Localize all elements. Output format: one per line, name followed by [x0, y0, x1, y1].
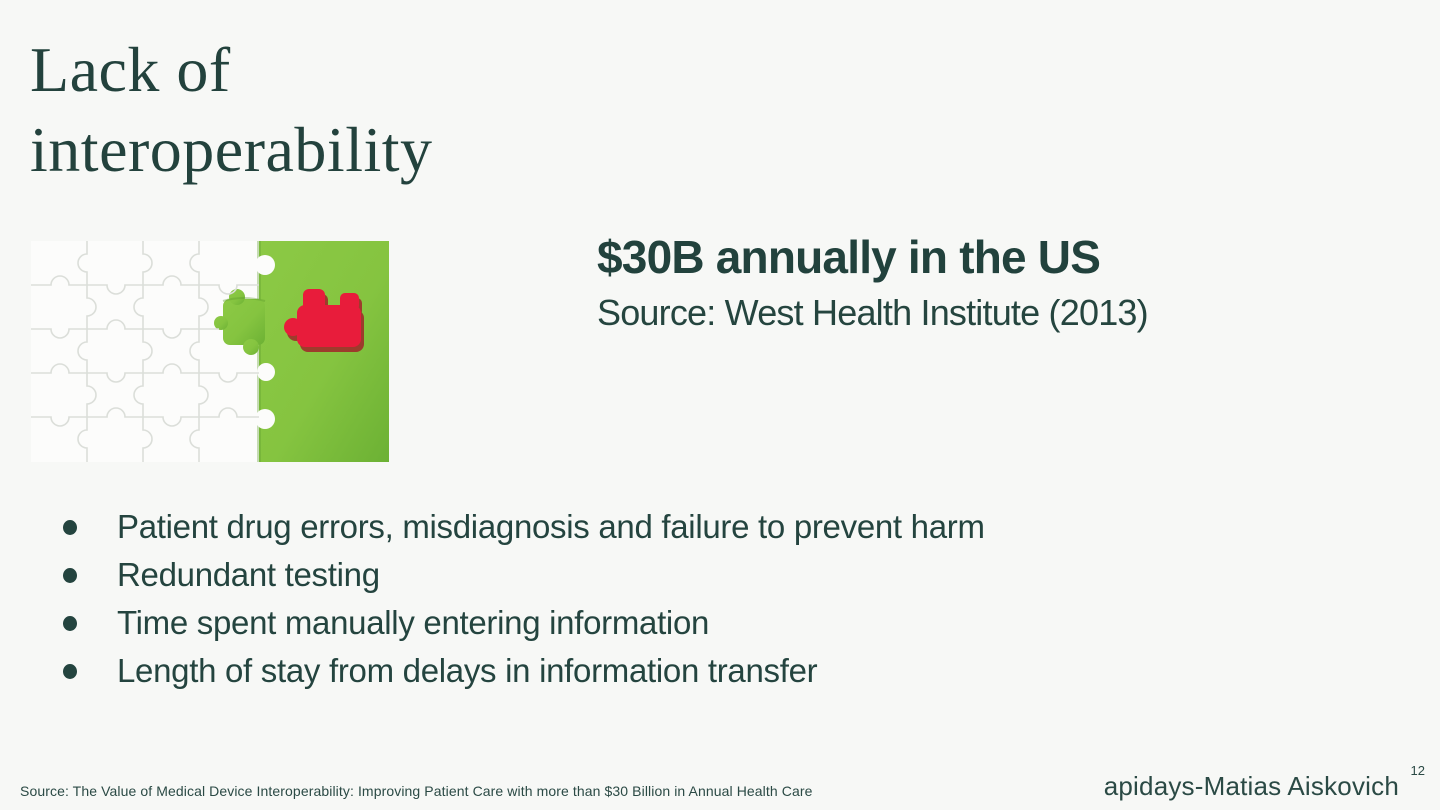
list-item: Redundant testing: [63, 551, 985, 599]
list-item: Patient drug errors, misdiagnosis and fa…: [63, 503, 985, 551]
author-credit: apidays-Matias Aiskovich: [1103, 771, 1399, 801]
footer-source-line-1: Source: The Value of Medical Device Inte…: [20, 783, 813, 799]
slide-title: Lack of interoperability: [30, 30, 433, 190]
footer-source: Source: The Value of Medical Device Inte…: [20, 744, 816, 810]
puzzle-missing-piece-illustration: [31, 241, 389, 462]
stat-headline: $30B annually in the US: [597, 231, 1101, 283]
bullet-dot-icon: [63, 663, 77, 679]
bullet-dot-icon: [63, 519, 77, 535]
slide-title-line-1: Lack of: [30, 34, 231, 105]
list-item: Time spent manually entering information: [63, 599, 985, 647]
stat-block: $30B annually in the US Source: West Hea…: [597, 231, 1149, 334]
bullet-dot-icon: [63, 615, 77, 631]
slide-title-line-2: interoperability: [30, 114, 433, 185]
page-number: 12: [1410, 763, 1425, 778]
stat-source: Source: West Health Institute (2013): [597, 292, 1149, 333]
puzzle-image: [31, 241, 389, 462]
bullet-text: Length of stay from delays in informatio…: [117, 652, 818, 689]
bullet-text: Redundant testing: [117, 556, 380, 593]
list-item: Length of stay from delays in informatio…: [63, 647, 985, 695]
bullet-text: Time spent manually entering information: [117, 604, 710, 641]
bullet-text: Patient drug errors, misdiagnosis and fa…: [117, 508, 985, 545]
bullet-list: Patient drug errors, misdiagnosis and fa…: [63, 503, 985, 695]
bullet-dot-icon: [63, 567, 77, 583]
